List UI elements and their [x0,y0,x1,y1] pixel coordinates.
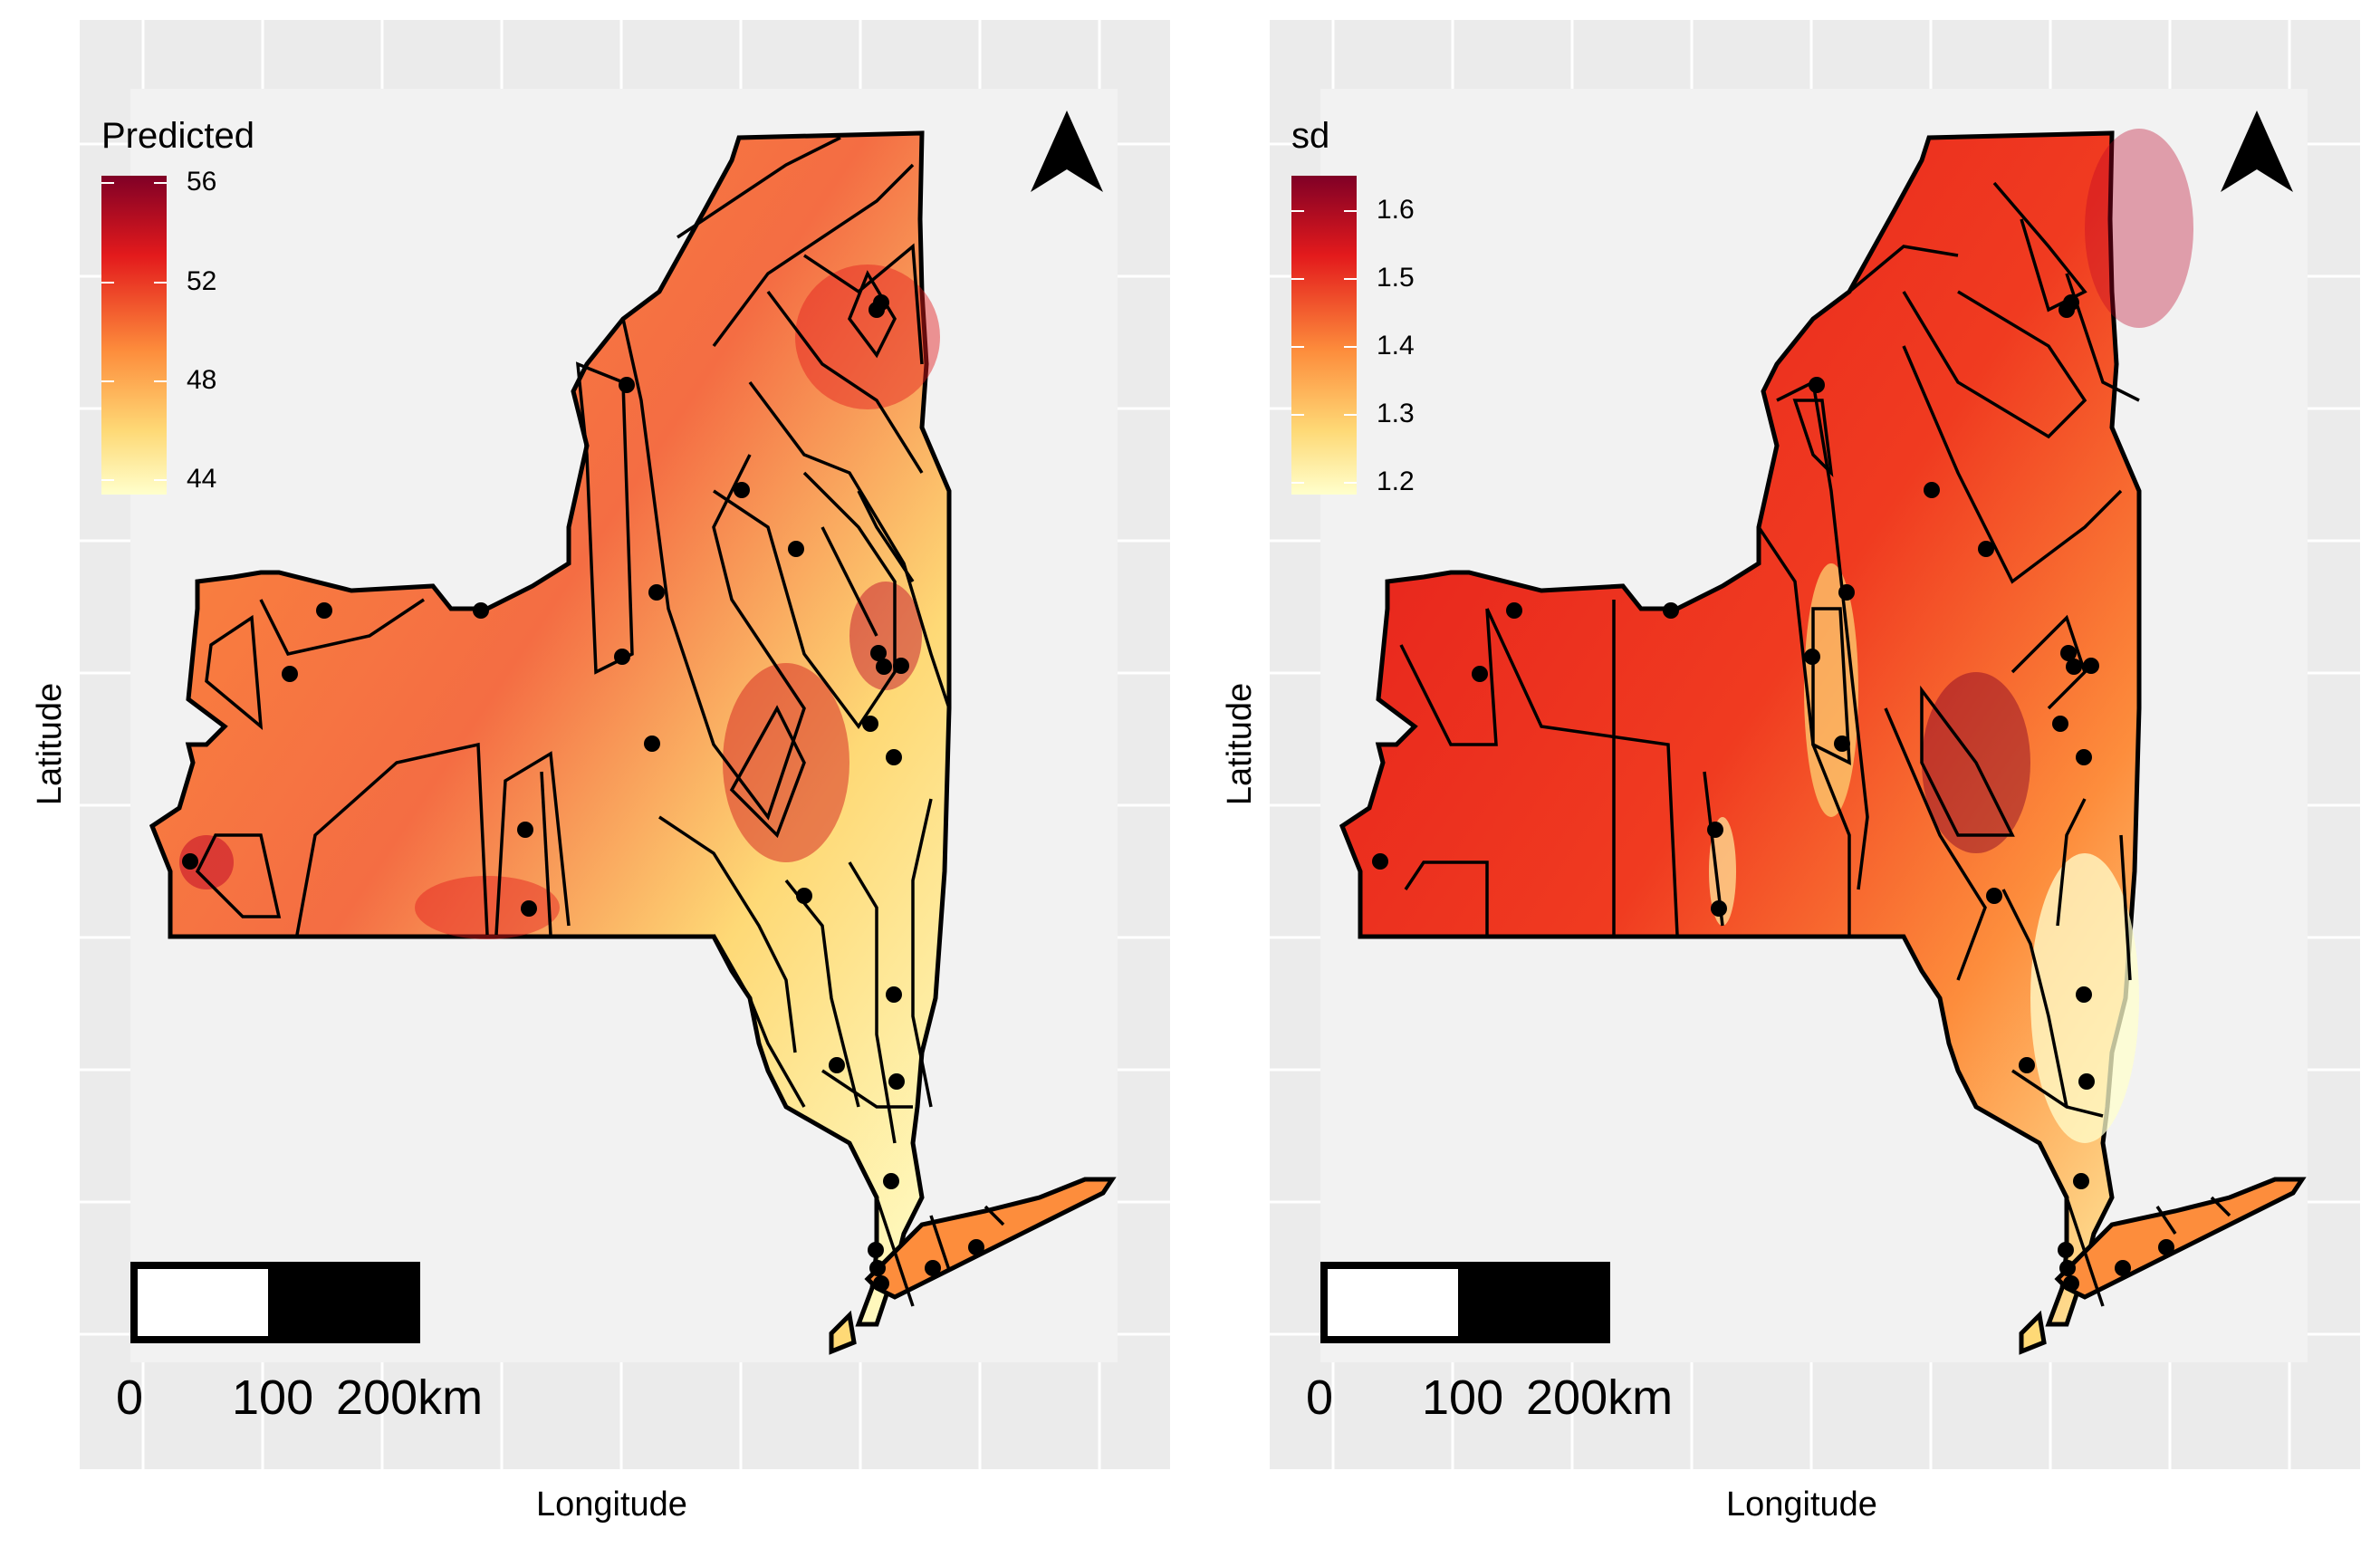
legend-tick-label: 1.5 [1377,263,1415,293]
scale-label-100: 100 [1422,1370,1504,1425]
legend-tick-label: 56 [187,167,217,197]
predicted-map-svg [80,20,1170,1469]
x-axis-label-left: Longitude [536,1486,687,1524]
legend-tick-label: 1.6 [1377,195,1415,225]
y-axis-label-left: Latitude [31,682,70,806]
legend-title: Predicted [101,116,254,156]
observation-points [182,294,984,1292]
y-axis-label-right: Latitude [1221,682,1260,806]
x-axis-label-right: Longitude [1726,1486,1877,1524]
legend-colorbar [101,176,167,495]
legend-colorbar [1291,176,1357,495]
legend-ticks [101,182,167,481]
legend-tick-label: 44 [187,464,217,494]
legend-tick-label: 48 [187,365,217,395]
observation-points [1372,294,2174,1292]
scale-label-0: 0 [116,1370,144,1425]
sd-map-svg [1270,20,2360,1469]
legend-tick-label: 52 [187,266,217,296]
legend-title: sd [1291,116,1330,156]
scale-bar [1320,1262,1610,1343]
map-panel-sd: sd 1.6 1.5 1.4 1.3 1.2 0 100 200km [1270,20,2360,1469]
scale-bar [130,1262,420,1343]
legend-tick-label: 1.2 [1377,466,1415,496]
scale-label-200km: 200km [1526,1370,1674,1425]
scale-label-200km: 200km [336,1370,484,1425]
legend-ticks [1291,210,1357,484]
legend-tick-label: 1.4 [1377,331,1415,361]
map-panel-predicted: Predicted 56 52 48 44 0 100 200km [80,20,1170,1469]
legend-tick-label: 1.3 [1377,399,1415,428]
scale-label-100: 100 [232,1370,314,1425]
scale-label-0: 0 [1306,1370,1334,1425]
new-york-state-map [149,130,1117,1355]
new-york-state-map [1339,129,2307,1355]
north-arrow-icon [2221,111,2293,192]
north-arrow-icon [1031,111,1103,192]
